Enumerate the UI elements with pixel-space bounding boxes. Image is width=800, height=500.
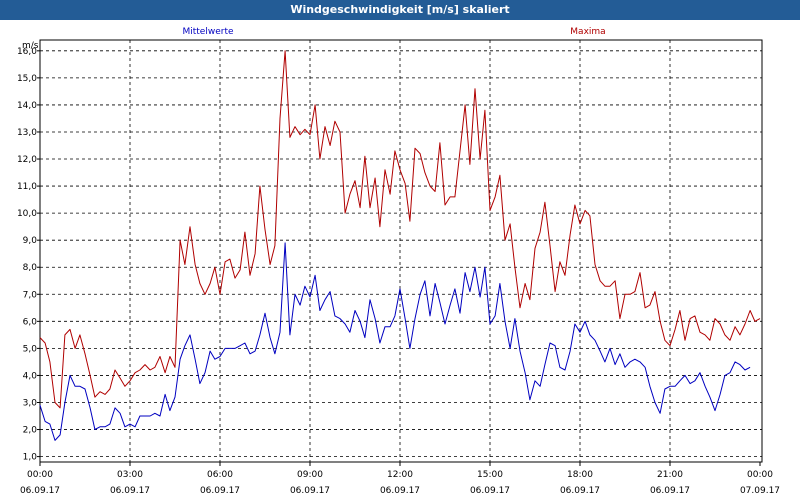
y-tick-label: 11,0: [17, 182, 37, 192]
series-lines: [39, 50, 761, 441]
legend-mittelwerte: Mittelwerte: [182, 27, 233, 37]
series-line-maxima: [39, 50, 761, 409]
x-tick-date: 06.09.17: [560, 486, 600, 496]
x-tick-time: 21:00: [657, 470, 683, 480]
legend-maxima: Maxima: [570, 27, 605, 37]
y-tick-label: 16,0: [17, 47, 37, 57]
y-tick-label: 14,0: [17, 101, 37, 111]
plot-frame: [39, 39, 763, 463]
y-tick-label: 3,0: [23, 398, 38, 408]
y-tick-label: 1,0: [23, 453, 38, 463]
x-tick-time: 06:00: [207, 470, 233, 480]
x-tick-date: 06.09.17: [650, 486, 690, 496]
y-tick-label: 8,0: [23, 263, 38, 273]
x-tick-time: 03:00: [117, 470, 143, 480]
x-tick-date: 06.09.17: [470, 486, 510, 496]
x-tick-date: 06.09.17: [110, 486, 150, 496]
x-tick-time: 18:00: [567, 470, 593, 480]
x-tick-time: 09:00: [297, 470, 323, 480]
y-tick-label: 15,0: [17, 74, 37, 84]
y-tick-label: 5,0: [23, 344, 38, 354]
x-tick-date: 06.09.17: [200, 486, 240, 496]
y-tick-label: 6,0: [23, 317, 38, 327]
x-tick-date: 07.09.17: [740, 486, 780, 496]
grid-lines: [40, 40, 762, 462]
y-axis-label: m/s: [22, 41, 39, 51]
y-tick-label: 4,0: [23, 371, 38, 381]
series-line-mittelwerte: [39, 242, 751, 441]
x-axis-ticks: 00:00 06.09.17 03:00 06.09.17 06:00 06.09.17 0…: [20, 462, 780, 496]
y-tick-label: 12,0: [17, 155, 37, 165]
y-tick-label: 2,0: [23, 426, 38, 436]
y-tick-label: 9,0: [23, 236, 38, 246]
y-tick-label: 10,0: [17, 209, 37, 219]
x-tick-time: 00:00: [27, 470, 53, 480]
window-title: Windgeschwindigkeit [m/s] skaliert: [0, 0, 800, 20]
x-tick-time: 12:00: [387, 470, 413, 480]
y-tick-label: 13,0: [17, 128, 37, 138]
x-tick-date: 06.09.17: [20, 486, 60, 496]
x-tick-time: 00:00: [747, 470, 773, 480]
x-tick-date: 06.09.17: [380, 486, 420, 496]
y-axis-ticks: 1,0 2,0 3,0 4,0 5,0 6,0 7,0 8,0 9,0 10,0 11,0 12,0 1…: [17, 47, 40, 463]
x-tick-time: 15:00: [477, 470, 503, 480]
y-tick-label: 7,0: [23, 290, 38, 300]
x-tick-date: 06.09.17: [290, 486, 330, 496]
